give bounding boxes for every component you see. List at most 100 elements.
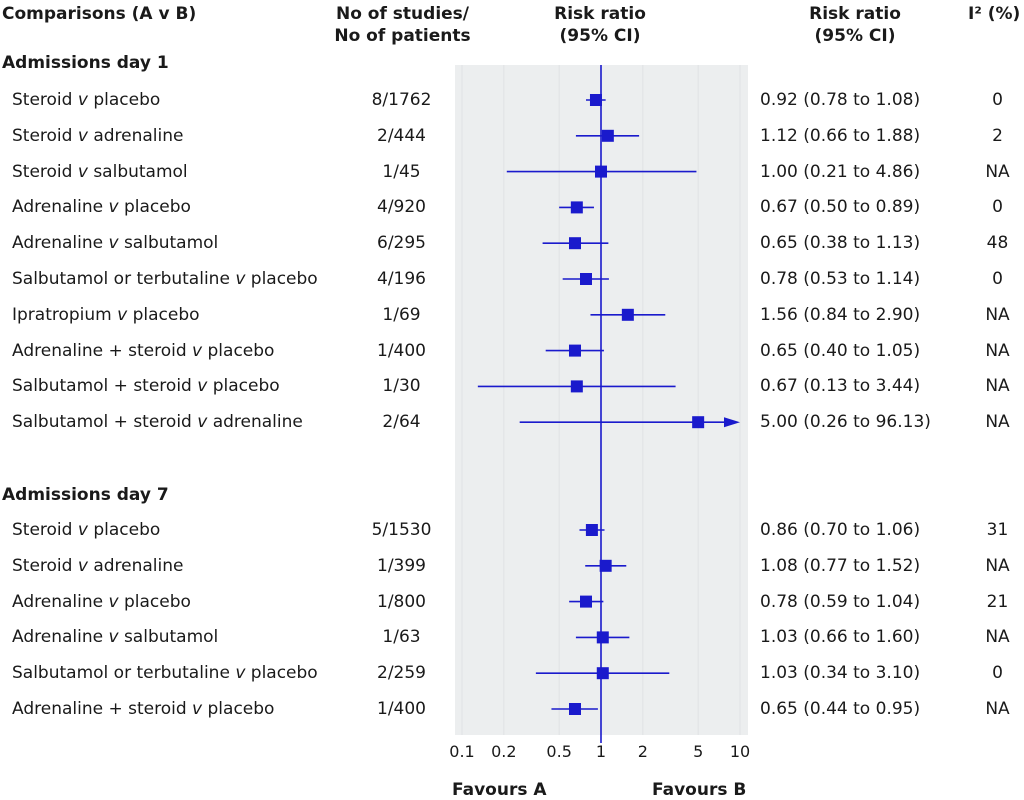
i2-value: NA <box>985 376 1010 397</box>
i2-value: NA <box>985 412 1010 433</box>
i2-value: NA <box>985 627 1010 648</box>
comparison-b: placebo <box>93 90 161 110</box>
comparison-label: Adrenaline v salbutamol <box>12 232 218 254</box>
studies-count: 1/45 <box>382 161 421 182</box>
estimate-marker-day1-3 <box>570 201 583 214</box>
studies-count: 1/400 <box>377 340 426 361</box>
comparison-a: Adrenaline <box>12 197 104 218</box>
risk-ratio-value: 0.78 (0.59 to 1.04) <box>760 591 921 612</box>
comparison-a: Adrenaline <box>12 591 104 612</box>
i2-value: NA <box>985 304 1010 325</box>
tick-label: 2 <box>638 742 648 761</box>
comparison-versus: v <box>108 197 119 218</box>
tick-label: 1 <box>596 742 606 761</box>
header-studies: No of studies/ No of patients <box>320 3 485 47</box>
i2-value: 2 <box>992 125 1003 146</box>
comparison-label: Adrenaline + steroid v placebo <box>12 698 274 720</box>
comparison-a: Steroid <box>12 90 73 110</box>
comparison-versus: v <box>77 555 88 576</box>
comparison-b: placebo <box>250 269 318 289</box>
comparison-label: Steroid v salbutamol <box>12 161 188 183</box>
studies-count: 1/399 <box>377 555 426 576</box>
estimate-marker-day7-2 <box>580 595 593 608</box>
tick-label: 0.2 <box>491 742 516 761</box>
comparison-b: salbutamol <box>123 233 219 254</box>
comparison-versus: v <box>77 125 88 146</box>
studies-count: 6/295 <box>377 233 426 254</box>
i2-value: NA <box>985 161 1010 182</box>
risk-ratio-value: 0.65 (0.40 to 1.05) <box>760 340 921 361</box>
comparison-versus: v <box>77 90 88 110</box>
risk-ratio-value: 1.00 (0.21 to 4.86) <box>760 161 921 182</box>
estimate-marker-day1-2 <box>595 165 607 178</box>
i2-value: 0 <box>992 269 1003 289</box>
comparison-versus: v <box>197 376 208 397</box>
comparison-versus: v <box>108 627 119 648</box>
comparison-versus: v <box>117 304 128 325</box>
comparison-versus: v <box>77 520 88 540</box>
comparison-a: Salbutamol + steroid <box>12 412 192 433</box>
tick-label: 0.5 <box>546 742 571 761</box>
risk-ratio-value: 0.67 (0.50 to 0.89) <box>760 197 921 218</box>
risk-ratio-value: 5.00 (0.26 to 96.13) <box>760 412 931 433</box>
i2-value: 21 <box>986 591 1009 612</box>
risk-ratio-value: 1.56 (0.84 to 2.90) <box>760 304 921 325</box>
comparison-a: Salbutamol + steroid <box>12 376 192 397</box>
risk-ratio-value: 1.12 (0.66 to 1.88) <box>760 125 921 146</box>
comparison-label: Salbutamol or terbutaline v placebo <box>12 268 318 290</box>
studies-count: 5/1530 <box>371 520 432 540</box>
i2-value: 31 <box>986 520 1009 540</box>
comparison-a: Steroid <box>12 555 73 576</box>
risk-ratio-value: 1.03 (0.34 to 3.10) <box>760 663 921 684</box>
header-plot-line2: (95% CI) <box>559 26 641 46</box>
comparison-a: Adrenaline + steroid <box>12 340 187 361</box>
risk-ratio-value: 1.08 (0.77 to 1.52) <box>760 555 921 576</box>
comparison-a: Salbutamol or terbutaline <box>12 269 230 289</box>
estimate-marker-day1-7 <box>568 344 581 357</box>
i2-value: NA <box>985 555 1010 576</box>
comparison-b: placebo <box>250 663 318 684</box>
header-rr-line1: Risk ratio <box>809 4 901 24</box>
studies-count: 4/196 <box>377 269 426 289</box>
header-i2: I² (%) <box>968 4 1021 24</box>
risk-ratio-value: 0.86 (0.70 to 1.06) <box>760 520 921 540</box>
estimate-marker-day1-8 <box>570 380 583 393</box>
estimate-marker-day7-0 <box>585 524 598 536</box>
comparison-a: Ipratropium <box>12 304 112 325</box>
comparison-label: Adrenaline v placebo <box>12 196 191 218</box>
comparison-label: Steroid v adrenaline <box>12 125 183 147</box>
comparison-versus: v <box>192 699 203 719</box>
comparison-b: salbutamol <box>123 627 219 648</box>
comparison-b: adrenaline <box>93 125 184 146</box>
risk-ratio-value: 0.65 (0.38 to 1.13) <box>760 233 921 254</box>
comparison-label: Salbutamol + steroid v adrenaline <box>12 411 303 433</box>
studies-count: 8/1762 <box>371 90 432 110</box>
studies-count: 1/30 <box>382 376 421 397</box>
comparison-versus: v <box>235 269 246 289</box>
tick-label: 10 <box>730 742 750 761</box>
comparison-label: Adrenaline v placebo <box>12 591 191 613</box>
section-day7-title: Admissions day 7 <box>2 485 169 505</box>
header-comparisons: Comparisons (A v B) <box>2 4 197 24</box>
estimate-marker-day1-1 <box>601 129 614 142</box>
risk-ratio-value: 0.67 (0.13 to 3.44) <box>760 376 921 397</box>
comparison-label: Steroid v adrenaline <box>12 555 183 577</box>
comparison-a: Steroid <box>12 520 73 540</box>
comparison-a: Adrenaline <box>12 627 104 648</box>
risk-ratio-value: 0.65 (0.44 to 0.95) <box>760 699 921 719</box>
i2-value: NA <box>985 340 1010 361</box>
studies-count: 4/920 <box>377 197 426 218</box>
risk-ratio-value: 1.03 (0.66 to 1.60) <box>760 627 921 648</box>
header-risk-ratio: Risk ratio (95% CI) <box>785 3 925 47</box>
comparison-b: placebo <box>132 304 200 325</box>
comparison-a: Salbutamol or terbutaline <box>12 663 230 684</box>
comparison-versus: v <box>192 340 203 361</box>
comparison-b: placebo <box>207 340 275 361</box>
estimate-marker-day7-5 <box>568 703 581 715</box>
comparison-a: Steroid <box>12 161 73 182</box>
studies-count: 1/400 <box>377 699 426 719</box>
tick-label: 0.1 <box>449 742 474 761</box>
studies-count: 1/800 <box>377 591 426 612</box>
estimate-marker-day7-3 <box>596 631 609 644</box>
